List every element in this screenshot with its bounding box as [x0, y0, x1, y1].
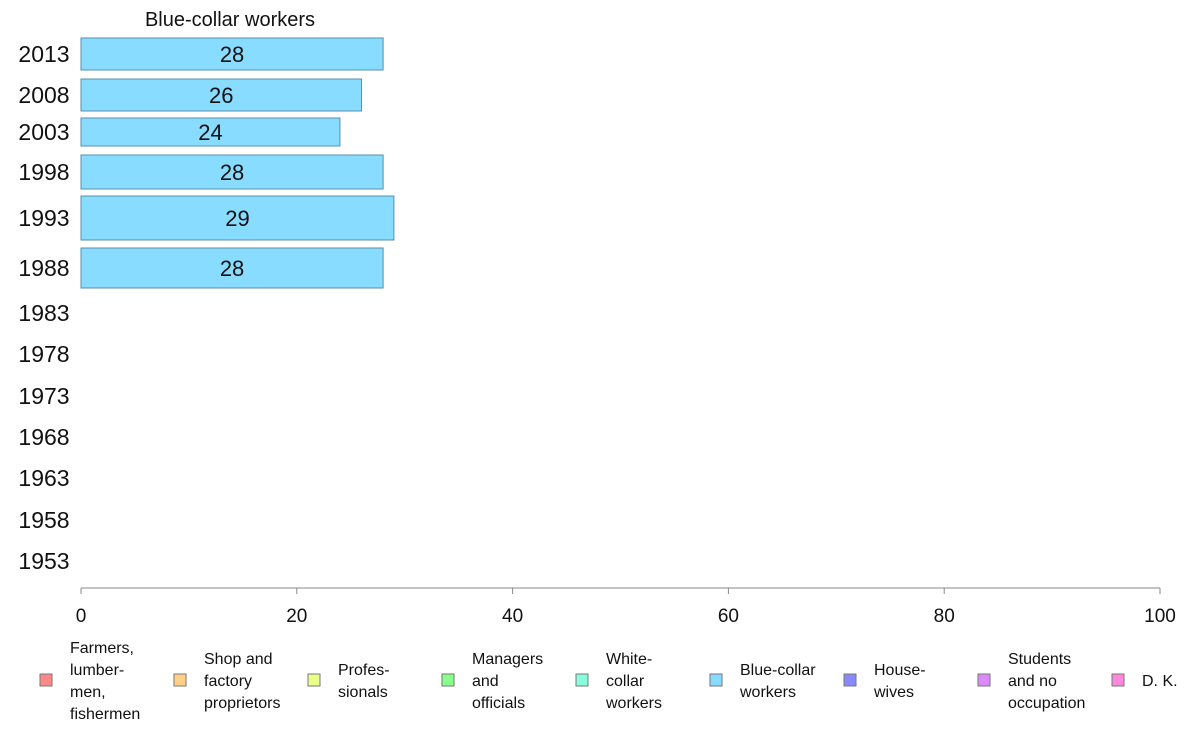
year-label: 1993 — [18, 205, 69, 231]
year-label: 1998 — [18, 159, 69, 185]
bar-value-label: 24 — [198, 120, 222, 145]
year-label: 1978 — [18, 341, 69, 367]
x-tick-label: 0 — [76, 606, 87, 627]
bar-value-label: 29 — [225, 206, 249, 231]
legend-swatch — [173, 673, 187, 687]
legend-swatch — [39, 673, 53, 687]
legend-swatch — [575, 673, 589, 687]
year-label: 2008 — [18, 82, 69, 108]
legend-swatch — [977, 673, 991, 687]
year-label: 1988 — [18, 255, 69, 281]
year-label: 1958 — [18, 507, 69, 533]
bar — [80, 117, 341, 147]
year-label: 1968 — [18, 424, 69, 450]
x-tick-label: 20 — [286, 606, 307, 627]
legend-swatch — [1111, 673, 1125, 687]
year-label: 2013 — [18, 41, 69, 67]
legend-label: Students and no occupation — [1008, 651, 1085, 712]
year-label: 2003 — [18, 119, 69, 145]
year-label: 1953 — [18, 548, 69, 574]
bar-value-label: 28 — [220, 160, 244, 185]
year-labels: 2013 2008 2003 1998 1993 1988 1983 1978 1973 1968… — [18, 41, 69, 574]
legend: Farmers, lumber-men, fishermen Shop and fact… — [39, 640, 1178, 723]
x-tick-label: 60 — [718, 606, 739, 627]
legend-label: House-wives — [873, 662, 926, 701]
year-label: 1983 — [18, 300, 69, 326]
legend-label: Blue-collar workers — [739, 662, 816, 701]
x-tick-label: 80 — [934, 606, 955, 627]
bars-group: 28 26 24 28 29 28 — [80, 37, 395, 289]
legend-label: Farmers, lumber-men, fishermen — [70, 640, 140, 723]
bar — [80, 37, 384, 71]
x-axis: 0 20 40 60 80 100 — [76, 587, 1176, 627]
legend-swatch — [843, 673, 857, 687]
legend-label: White-collar workers — [605, 651, 662, 712]
legend-label: D. K. — [1142, 673, 1178, 690]
bar-value-label: 26 — [209, 83, 233, 108]
legend-swatch — [307, 673, 321, 687]
bar-value-label: 28 — [220, 42, 244, 67]
x-tick-label: 100 — [1144, 606, 1176, 627]
bar — [80, 195, 395, 241]
bar — [80, 154, 384, 190]
x-tick-label: 40 — [502, 606, 523, 627]
legend-label: Managers and officials — [472, 651, 543, 712]
year-label: 1963 — [18, 465, 69, 491]
bar — [80, 247, 384, 289]
year-label: 1973 — [18, 383, 69, 409]
legend-swatch — [709, 673, 723, 687]
bar-value-label: 28 — [220, 256, 244, 281]
legend-label: Shop and factory proprietors — [204, 651, 280, 712]
legend-swatch — [441, 673, 455, 687]
bar — [80, 78, 363, 112]
legend-label: Profes-sionals — [338, 662, 390, 701]
chart-title: Blue-collar workers — [145, 9, 315, 31]
